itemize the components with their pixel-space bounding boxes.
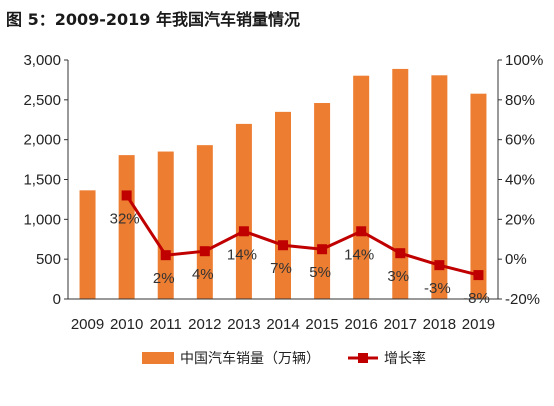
chart-title: 图 5：2009-2019 年我国汽车销量情况 bbox=[6, 10, 300, 29]
growth-data-label: 32% bbox=[110, 210, 140, 227]
x-tick-label: 2009 bbox=[71, 316, 104, 333]
growth-marker-2011 bbox=[160, 250, 171, 261]
legend-line-marker bbox=[358, 353, 368, 363]
growth-marker-2019 bbox=[473, 270, 484, 281]
y-left-tick-label: 1,000 bbox=[23, 211, 61, 228]
y-left-tick-label: 2,500 bbox=[23, 92, 61, 109]
growth-line bbox=[125, 194, 479, 277]
growth-marker-2013 bbox=[238, 226, 249, 237]
growth-marker-2012 bbox=[199, 246, 210, 257]
bar-2009 bbox=[79, 190, 96, 299]
data-labels: 32% 2% 4% 14% 7% 5% 14% 3% -3% -8% bbox=[110, 210, 490, 307]
y-left-tick-label: 3,000 bbox=[23, 52, 61, 69]
x-tick-label: 2015 bbox=[305, 316, 338, 333]
bar-2016 bbox=[353, 75, 370, 299]
growth-data-label: -8% bbox=[463, 290, 490, 307]
growth-data-label: 5% bbox=[309, 264, 331, 281]
bar-2019 bbox=[470, 93, 487, 299]
bar-2018 bbox=[431, 75, 448, 300]
growth-marker-2018 bbox=[434, 260, 445, 271]
legend-bar-swatch bbox=[142, 352, 174, 364]
growth-marker-2010 bbox=[121, 190, 132, 201]
growth-data-label: 4% bbox=[192, 266, 214, 283]
bar-2014 bbox=[275, 111, 291, 299]
y-right-tick-label: 80% bbox=[505, 92, 535, 109]
bar-2017 bbox=[392, 68, 409, 299]
y-left-tick-label: 2,000 bbox=[23, 132, 61, 149]
growth-data-label: 14% bbox=[227, 246, 257, 263]
y-right-tick-label: -20% bbox=[505, 291, 540, 308]
legend: 中国汽车销量（万辆） 增长率 bbox=[142, 350, 426, 367]
y-right-tick-label: 0% bbox=[505, 251, 527, 268]
legend-line-label: 增长率 bbox=[384, 350, 426, 367]
y-right-tick-label: 40% bbox=[505, 172, 535, 189]
legend-bar-label: 中国汽车销量（万辆） bbox=[180, 350, 320, 367]
bar-2011 bbox=[157, 151, 174, 299]
y-right-tick-label: 20% bbox=[505, 211, 535, 228]
growth-data-label: -3% bbox=[424, 280, 451, 297]
bar-2012 bbox=[196, 145, 213, 299]
y-left-tick-label: 0 bbox=[53, 291, 61, 308]
x-tick-label: 2018 bbox=[423, 316, 456, 333]
axes: 0 500 1,000 1,500 2,000 2,500 3,000 -20% 0% 20% 40… bbox=[23, 52, 543, 333]
growth-marker-2016 bbox=[356, 226, 367, 237]
growth-line-series bbox=[121, 190, 484, 281]
x-tick-label: 2014 bbox=[266, 316, 299, 333]
y-left-tick-label: 500 bbox=[36, 251, 61, 268]
growth-marker-2014 bbox=[278, 240, 288, 251]
x-tick-label: 2017 bbox=[384, 316, 417, 333]
growth-data-label: 14% bbox=[344, 246, 374, 263]
growth-data-label: 7% bbox=[270, 260, 292, 277]
x-tick-label: 2019 bbox=[462, 316, 495, 333]
x-tick-label: 2010 bbox=[110, 316, 143, 333]
x-tick-label: 2012 bbox=[188, 316, 221, 333]
growth-marker-2015 bbox=[317, 244, 328, 255]
growth-data-label: 3% bbox=[387, 268, 409, 285]
x-tick-label: 2011 bbox=[150, 316, 182, 333]
x-tick-label: 2013 bbox=[227, 316, 260, 333]
x-tick-label: 2016 bbox=[344, 316, 377, 333]
y-right-tick-label: 100% bbox=[505, 52, 543, 69]
y-right-tick-label: 60% bbox=[505, 132, 535, 149]
y-left-tick-label: 1,500 bbox=[23, 172, 61, 189]
bar-2013 bbox=[235, 123, 252, 299]
growth-marker-2017 bbox=[395, 248, 406, 259]
growth-data-label: 2% bbox=[153, 270, 175, 287]
